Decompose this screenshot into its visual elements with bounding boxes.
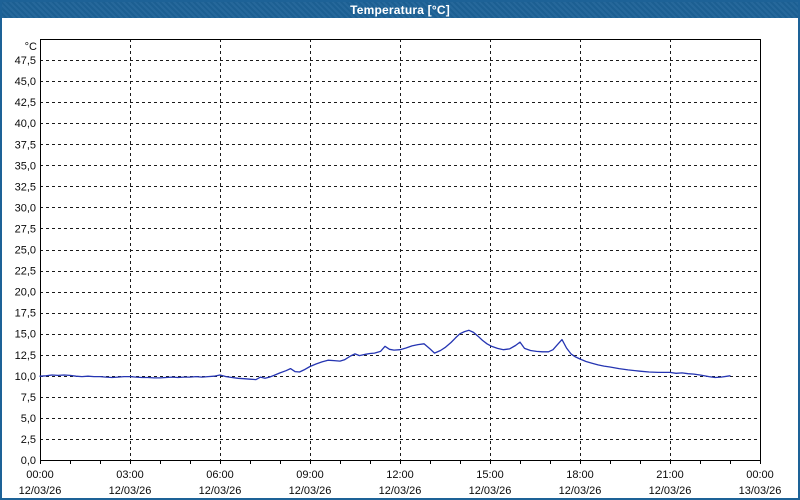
x-tick-time-label: 00:00 — [746, 469, 774, 481]
x-tick-date-label: 12/03/26 — [109, 485, 152, 497]
x-tick-date-label: 12/03/26 — [649, 485, 692, 497]
x-axis-labels: 00:00 12/03/26 03:00 12/03/26 06:00 12/03/26 0… — [19, 469, 782, 497]
y-tick-label: 15,0 — [15, 329, 36, 341]
x-tick-time-label: 12:00 — [386, 469, 414, 481]
y-tick-label: 2,5 — [21, 434, 36, 446]
temperature-series-line — [39, 329, 731, 381]
y-tick-label: 0,0 — [21, 455, 36, 467]
y-tick-label: 47,5 — [15, 55, 36, 67]
y-tick-label: 40,0 — [15, 118, 36, 130]
x-tick-date-label: 12/03/26 — [559, 485, 602, 497]
x-tick-date-label: 12/03/26 — [379, 485, 422, 497]
x-tick-date-label: 12/03/26 — [199, 485, 242, 497]
y-tick-label: 17,5 — [15, 308, 36, 320]
x-tick-time-label: 15:00 — [476, 469, 504, 481]
y-tick-label: 20,0 — [15, 287, 36, 299]
x-tick-date-label: 12/03/26 — [19, 485, 62, 497]
x-tick-time-label: 18:00 — [566, 469, 594, 481]
y-tick-label: 30,0 — [15, 202, 36, 214]
y-tick-label: 37,5 — [15, 139, 36, 151]
y-axis-labels: 0,0 2,5 5,0 7,5 10,0 12,5 15,0 17,5 20,0 22,5 25,0… — [15, 41, 37, 467]
grid-lines — [40, 39, 760, 460]
y-tick-label: 35,0 — [15, 160, 36, 172]
y-tick-label: 45,0 — [15, 76, 36, 88]
y-axis-unit-label: °C — [25, 41, 37, 53]
x-tick-date-label: 12/03/26 — [469, 485, 512, 497]
y-tick-label: 5,0 — [21, 413, 36, 425]
y-tick-label: 22,5 — [15, 266, 36, 278]
x-tick-time-label: 09:00 — [296, 469, 324, 481]
x-tick-time-label: 06:00 — [206, 469, 234, 481]
y-tick-label: 27,5 — [15, 223, 36, 235]
y-tick-label: 7,5 — [21, 392, 36, 404]
y-tick-label: 25,0 — [15, 245, 36, 257]
chart-title: Temperatura [°C] — [350, 3, 450, 17]
series-lines — [39, 329, 731, 381]
x-tick-time-label: 00:00 — [26, 469, 54, 481]
title-bar: Temperatura [°C] — [2, 2, 798, 18]
x-tick-time-label: 21:00 — [656, 469, 684, 481]
axes — [40, 39, 761, 464]
y-tick-label: 42,5 — [15, 97, 36, 109]
x-tick-date-label: 12/03/26 — [289, 485, 332, 497]
x-tick-time-label: 03:00 — [116, 469, 144, 481]
y-tick-label: 10,0 — [15, 371, 36, 383]
y-tick-label: 32,5 — [15, 181, 36, 193]
y-tick-label: 12,5 — [15, 350, 36, 362]
x-tick-date-label: 13/03/26 — [739, 485, 782, 497]
